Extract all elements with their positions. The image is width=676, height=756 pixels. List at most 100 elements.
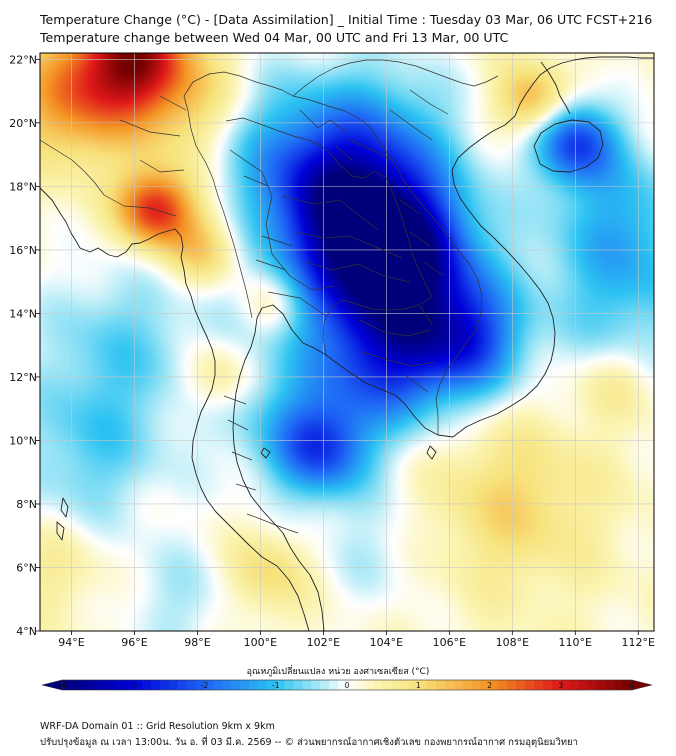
colorbar-cell — [329, 680, 339, 690]
colorbar-cell — [222, 680, 232, 690]
colorbar-cell — [311, 680, 321, 690]
temperature-field — [40, 53, 654, 631]
colorbar-cell — [257, 680, 268, 690]
latitude-label: 14°N — [9, 307, 37, 320]
coastlines — [40, 56, 654, 631]
colorbar-cell — [427, 680, 437, 690]
colorbar-cell — [498, 680, 508, 690]
colorbar-tick-label: 2 — [487, 681, 492, 690]
colorbar-cell — [186, 680, 196, 690]
colorbar-cell — [266, 680, 277, 690]
colorbar-cell — [62, 680, 72, 690]
colorbar-tick-label: -1 — [272, 681, 280, 690]
colorbar-cell — [79, 680, 90, 690]
island-koh-samui — [260, 447, 271, 459]
country-borders — [40, 59, 499, 534]
province-lines-laos — [299, 109, 445, 277]
colorbar-cell — [382, 680, 392, 690]
colorbar-label: อุณหภูมิเปลี่ยนแปลง หน่วย องศาเซลเซียส (… — [246, 667, 430, 677]
longitude-label: 110°E — [559, 636, 592, 649]
colorbar-cell — [70, 680, 81, 690]
colorbar-cell — [355, 680, 366, 690]
colorbar-cell — [364, 680, 375, 690]
colorbar-cell — [623, 680, 633, 690]
longitude-label: 94°E — [58, 636, 84, 649]
colorbar-max-extend — [631, 679, 653, 691]
colorbar-cell — [507, 680, 517, 690]
colorbar-cell — [115, 680, 125, 690]
colorbar-cell — [240, 680, 250, 690]
colorbar-cell — [516, 680, 526, 690]
title-line-1: Temperature Change (°C) - [Data Assimila… — [40, 12, 653, 27]
colorbar-tick-label: -4 — [58, 681, 66, 690]
longitude-axis: 94°E 96°E 98°E 100°E 102°E 104°E 106°E 108°E 110… — [58, 631, 655, 649]
island-andaman-north — [60, 497, 69, 518]
colorbar-cell — [373, 680, 384, 690]
title-line-2: Temperature change between Wed 04 Mar, 0… — [40, 30, 509, 45]
latitude-label: 10°N — [9, 434, 37, 447]
colorbar-tick-label: 1 — [416, 681, 421, 690]
latitude-label: 18°N — [9, 180, 37, 193]
colorbar-cell — [453, 680, 464, 690]
longitude-label: 100°E — [244, 636, 277, 649]
colorbar-cells — [62, 680, 633, 690]
longitude-label: 108°E — [496, 636, 529, 649]
colorbar-tick-label: 3 — [558, 681, 563, 690]
border-india-myanmar — [40, 139, 105, 196]
temperature-change-raster — [40, 53, 654, 631]
colorbar-frame — [61, 679, 633, 691]
colorbar-cell — [275, 680, 286, 690]
longitude-label: 104°E — [370, 636, 403, 649]
colorbar-cell — [97, 680, 107, 690]
border-cambodia — [322, 296, 433, 356]
border-thailand-malaysia — [246, 513, 299, 534]
colorbar-cell — [249, 680, 259, 690]
border-myanmar-thailand — [195, 145, 253, 319]
island-phu-quoc — [426, 445, 437, 460]
colorbar-cell — [534, 680, 544, 690]
longitude-label: 106°E — [433, 636, 466, 649]
colorbar-tick-label: -3 — [130, 681, 138, 690]
colorbar-cell — [159, 680, 170, 690]
colorbar-cell — [418, 680, 428, 690]
longitude-label: 96°E — [121, 636, 147, 649]
footer-credit: ปรับปรุงข้อมูล ณ เวลา 13:00น. วัน อ. ที่… — [40, 737, 578, 748]
colorbar-cell — [542, 680, 553, 690]
colorbar-cell — [106, 680, 116, 690]
colorbar-cell — [302, 680, 312, 690]
colorbar-cell — [551, 680, 562, 690]
colorbar-cell — [293, 680, 303, 690]
colorbar-cell — [204, 680, 214, 690]
border-laos-vietnam — [292, 95, 483, 331]
latitude-label: 6°N — [16, 561, 37, 574]
colorbar-cell — [151, 680, 161, 690]
province-lines-vietnam-cambodia — [359, 89, 449, 393]
latitude-label: 8°N — [16, 498, 37, 511]
colorbar-cell — [142, 680, 152, 690]
footer-model-info: WRF-DA Domain 01 :: Grid Resolution 9km … — [40, 721, 275, 732]
colorbar-cell — [471, 680, 481, 690]
colorbar-tick-label: 0 — [345, 681, 350, 690]
colorbar-cell — [489, 680, 499, 690]
colorbar-cell — [195, 680, 205, 690]
province-lines-myanmar — [103, 95, 187, 217]
colorbar-cell — [409, 680, 419, 690]
latitude-label: 20°N — [9, 117, 37, 130]
colorbar-cell — [391, 680, 401, 690]
colorbar-cell — [605, 680, 615, 690]
coastline-hainan — [533, 119, 604, 173]
map-title: Temperature Change (°C) - [Data Assimila… — [40, 11, 652, 47]
colorbar-cell — [560, 680, 571, 690]
colorbar-cell — [347, 680, 357, 690]
longitude-label: 102°E — [307, 636, 340, 649]
colorbar-cell — [596, 680, 606, 690]
colorbar-cell — [168, 680, 179, 690]
longitude-label: 98°E — [184, 636, 210, 649]
colorbar-cell — [320, 680, 330, 690]
graticule — [40, 53, 654, 631]
latitude-label: 22°N — [9, 53, 37, 66]
latitude-label: 4°N — [16, 625, 37, 638]
coastline-leizhou — [540, 61, 571, 115]
coastline-gulf-of-thailand — [232, 304, 454, 631]
